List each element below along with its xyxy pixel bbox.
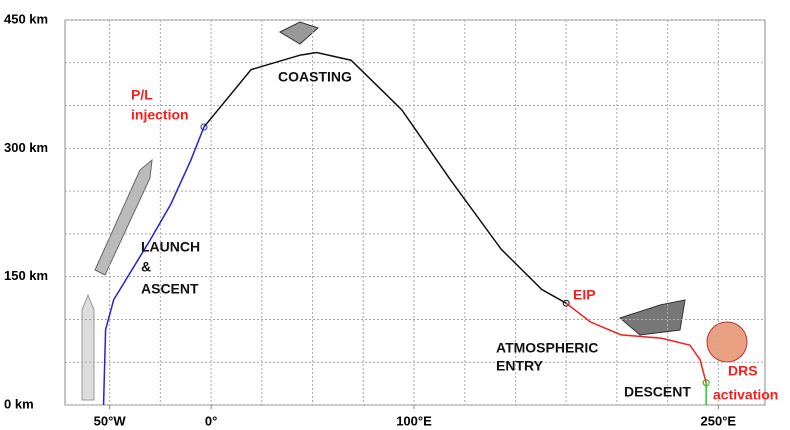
x-tick-label: 250°E [701, 413, 737, 428]
entry-icon [618, 299, 686, 336]
annotation: ATMOSPHERIC [496, 340, 598, 356]
y-tick-label: 300 km [4, 140, 48, 155]
event-marker [702, 379, 710, 387]
x-tick-label: 100°E [396, 413, 432, 428]
vehicle-icon [278, 21, 319, 45]
x-tick-label: 50°W [94, 413, 127, 428]
event-marker [200, 123, 208, 131]
annotation: COASTING [278, 69, 352, 85]
annotation: ASCENT [141, 281, 199, 297]
rocket-icon [81, 293, 95, 401]
annotation: P/L [131, 87, 153, 103]
y-tick-label: 0 km [4, 396, 34, 411]
annotation: EIP [573, 287, 596, 303]
parachute-icon [706, 321, 748, 363]
y-tick-label: 450 km [4, 11, 48, 26]
spaceplane-icon [94, 158, 153, 276]
x-tick-label: 0° [205, 413, 217, 428]
annotation: LAUNCH [141, 239, 200, 255]
annotation: DESCENT [624, 384, 691, 400]
annotation: activation [713, 387, 778, 403]
trajectory-line [102, 126, 205, 406]
illustrations [81, 21, 748, 401]
trajectory-line [203, 51, 567, 304]
event-marker [562, 299, 570, 307]
annotation: injection [131, 107, 189, 123]
annotation: & [141, 259, 151, 275]
y-tick-label: 150 km [4, 268, 48, 283]
trajectory-line [565, 302, 707, 383]
annotation: DRS [728, 363, 758, 379]
annotation: ENTRY [496, 358, 544, 374]
plot-frame [64, 19, 766, 406]
